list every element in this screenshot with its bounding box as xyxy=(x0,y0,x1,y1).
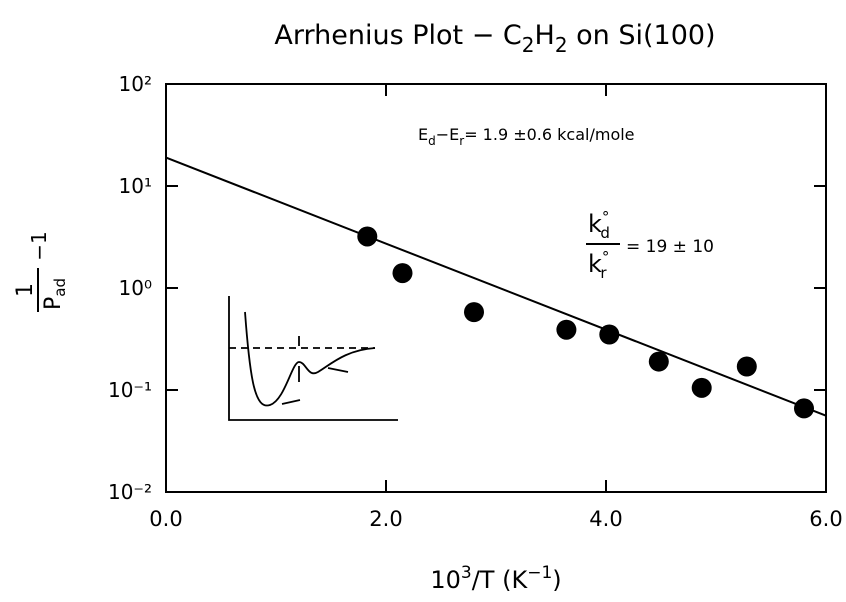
annotation-part: k xyxy=(588,210,602,238)
inset-arrow xyxy=(327,367,349,373)
annotation-part: −E xyxy=(436,125,460,144)
data-point xyxy=(794,398,814,419)
title-part: 2 xyxy=(522,33,535,57)
label-part: P xyxy=(41,297,66,310)
annotation-part: ° xyxy=(602,208,610,226)
annotation-part: d xyxy=(600,224,610,242)
data-point xyxy=(556,319,577,340)
title-part: H xyxy=(535,20,555,51)
label-part: −1 xyxy=(527,563,552,583)
title-part: 2 xyxy=(555,33,568,57)
y-tick-label: 10¹ xyxy=(119,174,152,198)
ratio-annotation: k° d k° r = 19 ± 10 xyxy=(586,208,714,282)
annotation-part: = 1.9 ±0.6 kcal/mole xyxy=(464,125,634,144)
inset-arrow xyxy=(281,399,301,405)
annotation: Ed−Er= 1.9 ±0.6 kcal/mole xyxy=(418,125,635,148)
data-point xyxy=(691,377,712,398)
label-part: ad xyxy=(51,278,69,297)
annotation-part: k xyxy=(588,250,602,278)
x-tick-label: 2.0 xyxy=(369,507,402,531)
y-axis-label: 1 Pad −1 xyxy=(13,231,69,312)
annotation-part: ° xyxy=(602,248,610,266)
label-part: −1 xyxy=(27,231,51,260)
inset-axes xyxy=(228,296,398,421)
label-part: Pad xyxy=(41,278,69,310)
label-part: 3 xyxy=(461,563,472,583)
fit-line xyxy=(165,156,827,417)
annotation-part: k° d xyxy=(588,208,610,242)
data-point xyxy=(464,302,484,323)
annotation-part: d xyxy=(428,134,436,148)
x-tick-label: 6.0 xyxy=(809,507,842,531)
annotation-part: = 19 ± 10 xyxy=(626,237,714,257)
plot-frame xyxy=(165,83,827,493)
annotation-part: r xyxy=(459,134,464,148)
chart-title: Arrhenius Plot − C2H2 on Si(100) xyxy=(274,20,715,57)
y-tick-label: 10⁰ xyxy=(119,276,152,300)
title-part: on Si(100) xyxy=(568,20,716,51)
label-part: 10 xyxy=(430,566,461,594)
x-tick-label: 0.0 xyxy=(149,507,182,531)
annotation-part: E xyxy=(418,125,428,144)
annotation-part: r xyxy=(600,264,607,282)
y-tick-label: 10² xyxy=(119,72,152,96)
x-tick-label: 4.0 xyxy=(589,507,622,531)
data-point xyxy=(392,263,413,284)
label-part: ) xyxy=(552,566,561,594)
inset-curve xyxy=(244,311,376,407)
annotation-part: k° r xyxy=(588,248,609,282)
label-part: 1 xyxy=(13,283,38,297)
label-part: /T (K xyxy=(472,566,529,594)
data-point xyxy=(736,356,757,377)
title-part: Arrhenius Plot − C xyxy=(274,20,521,51)
y-tick-label: 10⁻¹ xyxy=(108,378,152,402)
x-axis-label: 103/T (K−1) xyxy=(430,563,561,594)
inset xyxy=(228,296,398,421)
data-point xyxy=(648,351,669,372)
y-tick-label: 10⁻² xyxy=(108,480,152,504)
